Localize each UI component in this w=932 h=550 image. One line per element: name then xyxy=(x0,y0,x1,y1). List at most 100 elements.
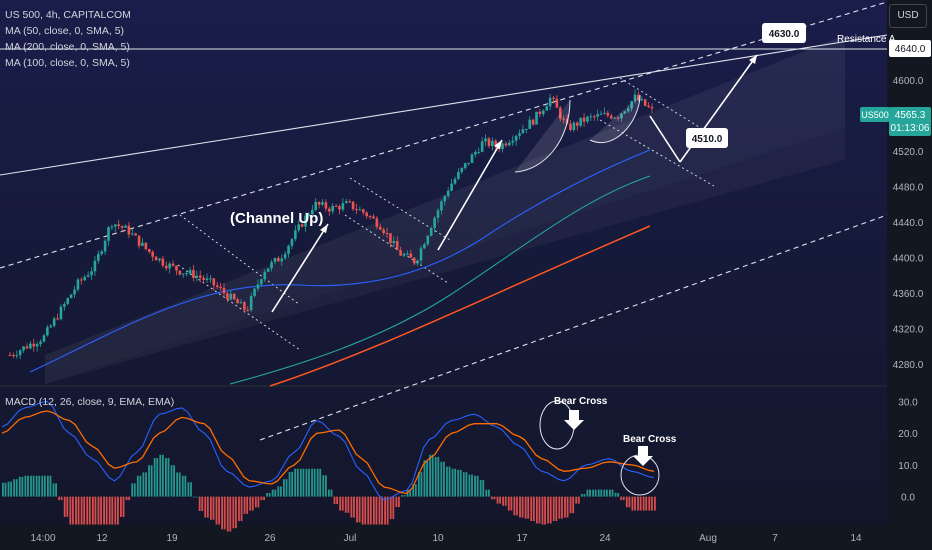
macd-histogram-bar xyxy=(648,496,651,511)
indicator-legend[interactable]: US 500, 4h, CAPITALCOM MA (50, close, 0,… xyxy=(5,7,131,71)
macd-histogram-bar xyxy=(645,496,648,511)
macd-histogram-bar xyxy=(482,480,485,497)
macd-histogram-bar xyxy=(91,496,94,525)
candle-body xyxy=(616,117,620,119)
macd-histogram-bar xyxy=(18,476,21,497)
channel-up-label: (Channel Up) xyxy=(230,210,323,227)
macd-histogram-bar xyxy=(440,461,443,497)
candle-body xyxy=(375,218,379,227)
candle-body xyxy=(399,250,402,256)
candle-body xyxy=(368,216,372,218)
macd-histogram-bar xyxy=(311,468,313,497)
macd-histogram-bar xyxy=(156,458,159,497)
macd-histogram-bar xyxy=(535,496,538,524)
currency-button[interactable]: USD xyxy=(889,4,927,28)
signal-line xyxy=(1,410,655,495)
macd-histogram-bar xyxy=(549,496,552,524)
macd-histogram-bar xyxy=(510,496,513,511)
candle-body xyxy=(144,242,148,250)
time-tick-label: 26 xyxy=(264,533,276,544)
macd-histogram-bar xyxy=(117,496,119,525)
price-tick-label: 4520.0 xyxy=(893,147,924,158)
macd-histogram-bar xyxy=(215,496,218,525)
macd-histogram-bar xyxy=(181,475,184,497)
price-tick-label: 4440.0 xyxy=(893,218,924,229)
target-low-label: 4510.0 xyxy=(692,134,723,145)
macd-histogram-bar xyxy=(328,489,330,497)
macd-histogram-bar xyxy=(173,465,176,497)
candle-body xyxy=(630,101,633,109)
macd-histogram-bar xyxy=(350,496,353,518)
resistance-price-tag xyxy=(889,40,931,57)
time-tick-label: 10 xyxy=(432,533,444,544)
macd-legend[interactable]: MACD (12, 26, close, 9, EMA, EMA) xyxy=(5,396,175,408)
macd-histogram-bar xyxy=(569,496,572,514)
price-axis[interactable] xyxy=(887,0,932,550)
candle-body xyxy=(73,289,76,295)
time-tick-label: 17 xyxy=(516,533,528,544)
candle-body xyxy=(457,171,460,179)
macd-histogram-bar xyxy=(243,496,246,514)
macd-histogram-bar xyxy=(308,468,310,497)
macd-histogram-bar xyxy=(184,475,187,497)
macd-histogram-bar xyxy=(133,483,136,497)
candle-body xyxy=(338,206,341,210)
candle-body xyxy=(25,346,29,349)
candle-body xyxy=(640,99,644,101)
candle-body xyxy=(491,140,494,146)
candle-body xyxy=(514,135,518,141)
candle-body xyxy=(324,202,328,209)
macd-histogram-bar xyxy=(519,496,521,518)
candle-body xyxy=(256,284,260,289)
macd-histogram-bar xyxy=(178,472,181,497)
last-price-tag xyxy=(889,107,931,136)
candle-body xyxy=(49,325,53,328)
candle-body xyxy=(416,260,419,264)
macd-histogram-bar xyxy=(386,496,389,525)
candle-body xyxy=(392,241,396,244)
candle-body xyxy=(76,279,80,290)
candle-body xyxy=(195,275,199,278)
macd-histogram-bar xyxy=(145,472,147,497)
macd-histogram-bar xyxy=(142,472,145,497)
candle-body xyxy=(164,265,168,269)
candle-body xyxy=(209,278,212,280)
macd-histogram-bar xyxy=(229,496,232,532)
macd-histogram-bar xyxy=(459,469,462,497)
macd-tick-label: 10.0 xyxy=(898,461,918,472)
macd-histogram-bar xyxy=(15,479,18,497)
candle-body xyxy=(22,346,25,351)
candle-body xyxy=(229,293,233,300)
bear-cross-arrow-1 xyxy=(564,410,584,430)
macd-histogram-bar xyxy=(650,496,653,511)
candle-body xyxy=(589,116,593,118)
macd-histogram-bar xyxy=(159,454,162,497)
time-axis[interactable] xyxy=(0,524,887,550)
macd-histogram-bar xyxy=(302,468,305,497)
candle-body xyxy=(151,251,154,257)
candle-body xyxy=(141,242,144,246)
target-high-box[interactable] xyxy=(762,23,806,43)
candle-body xyxy=(592,116,596,118)
macd-histogram-bar xyxy=(403,495,406,497)
macd-histogram-bar xyxy=(454,468,457,497)
macd-histogram-bar xyxy=(277,486,280,497)
candle-body xyxy=(124,225,127,228)
candle-body xyxy=(294,230,297,240)
macd-histogram-bar xyxy=(336,496,339,505)
ma50-legend: MA (50, close, 0, SMA, 5) xyxy=(5,25,125,37)
candle-body xyxy=(341,203,345,210)
ma200-line xyxy=(229,175,651,385)
macd-histogram-bar xyxy=(204,496,207,518)
macd-histogram-bar xyxy=(448,466,451,497)
resistance-a-label: Resistance A xyxy=(837,34,896,45)
macd-histogram-bar xyxy=(603,489,606,497)
macd-histogram-bar xyxy=(218,496,220,525)
rounding-arc-1 xyxy=(514,99,571,173)
macd-histogram-bar xyxy=(41,475,44,497)
time-tick-label: 7 xyxy=(772,533,778,544)
candle-body xyxy=(52,318,56,326)
target-low-box[interactable] xyxy=(686,128,728,148)
ma100-line xyxy=(269,225,651,387)
